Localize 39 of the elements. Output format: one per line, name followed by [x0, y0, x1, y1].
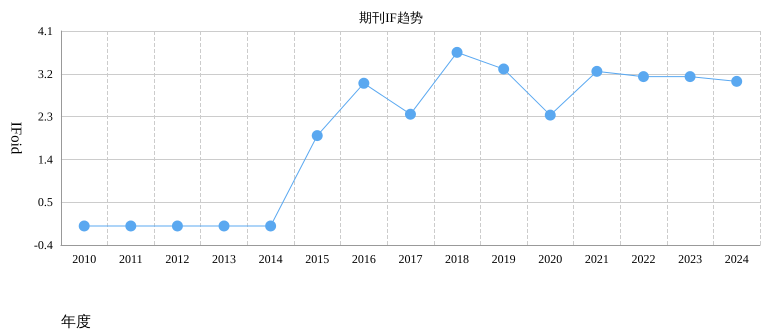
point [638, 71, 649, 82]
point [312, 130, 323, 142]
x-tick-label: 2010 [72, 252, 96, 266]
x-tick-label: 2016 [352, 252, 376, 266]
x-tick-label: 2020 [538, 252, 562, 266]
point [452, 46, 463, 58]
x-tick-label: 2013 [212, 252, 236, 266]
x-tick-label: 2021 [584, 252, 609, 266]
x-tick-label: 2022 [631, 252, 656, 266]
point [544, 110, 556, 121]
x-tick-label: 2023 [678, 252, 702, 266]
x-tick-label: 2019 [492, 252, 516, 266]
point [684, 71, 696, 82]
y-tick-label: 2.3 [38, 110, 53, 124]
x-tick-label: 2017 [398, 252, 422, 266]
x-tick-label: 2024 [724, 252, 749, 266]
y-axis-title: IFoid [8, 122, 24, 155]
x-tick-label: 2015 [305, 252, 330, 266]
point [591, 66, 602, 77]
x-axis-title: 年度 [60, 314, 91, 330]
point [265, 220, 276, 232]
point [731, 76, 742, 87]
point [498, 64, 510, 75]
y-tick-label: 1.4 [38, 152, 53, 166]
point [358, 78, 370, 89]
y-tick-label: 3.2 [38, 66, 53, 81]
x-tick-label: 2018 [445, 252, 470, 266]
x-tick-label: 2014 [258, 252, 283, 266]
x-tick-label: 2011 [119, 252, 143, 266]
chart-title: 期刊IF趋势 [359, 10, 423, 25]
point [218, 220, 230, 232]
x-tick-label: 2012 [165, 252, 190, 266]
point [404, 108, 416, 120]
point [78, 220, 90, 232]
point [172, 220, 183, 232]
y-tick-label: 4.1 [38, 24, 53, 38]
y-tick-label: -0.4 [34, 238, 53, 252]
point [125, 220, 136, 232]
y-tick-label: 0.5 [38, 195, 53, 210]
